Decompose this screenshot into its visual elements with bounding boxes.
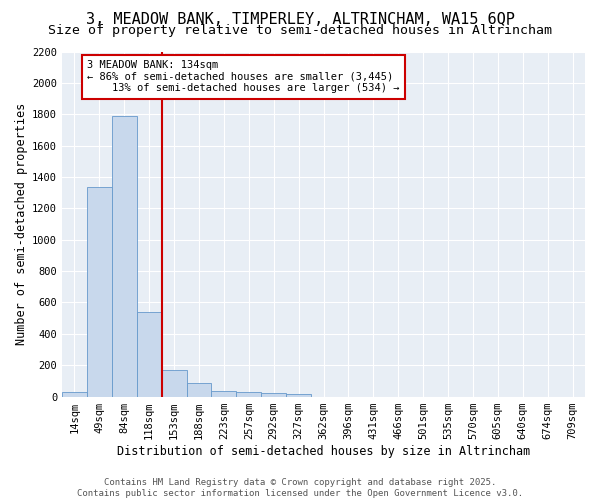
Bar xyxy=(62,392,87,396)
X-axis label: Distribution of semi-detached houses by size in Altrincham: Distribution of semi-detached houses by … xyxy=(117,444,530,458)
Bar xyxy=(87,187,112,396)
Bar xyxy=(286,394,311,396)
Bar xyxy=(161,370,187,396)
Text: 3 MEADOW BANK: 134sqm
← 86% of semi-detached houses are smaller (3,445)
    13% : 3 MEADOW BANK: 134sqm ← 86% of semi-deta… xyxy=(87,60,400,94)
Text: Size of property relative to semi-detached houses in Altrincham: Size of property relative to semi-detach… xyxy=(48,24,552,37)
Bar xyxy=(261,393,286,396)
Bar xyxy=(236,392,261,396)
Text: 3, MEADOW BANK, TIMPERLEY, ALTRINCHAM, WA15 6QP: 3, MEADOW BANK, TIMPERLEY, ALTRINCHAM, W… xyxy=(86,12,514,28)
Text: Contains HM Land Registry data © Crown copyright and database right 2025.
Contai: Contains HM Land Registry data © Crown c… xyxy=(77,478,523,498)
Bar xyxy=(187,383,211,396)
Bar xyxy=(211,391,236,396)
Bar xyxy=(137,312,161,396)
Y-axis label: Number of semi-detached properties: Number of semi-detached properties xyxy=(15,103,28,345)
Bar xyxy=(112,116,137,396)
